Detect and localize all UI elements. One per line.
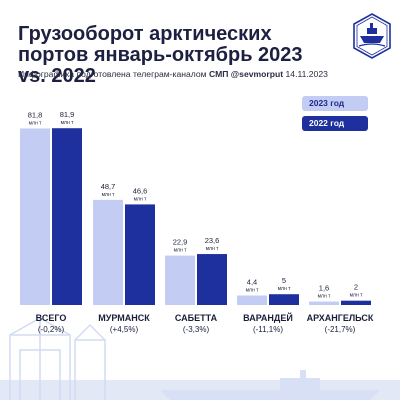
sevmorput-logo-icon <box>353 13 391 59</box>
page-title: Грузооборот арктических портов январь-ок… <box>18 23 303 87</box>
data-label-unit: млн т <box>61 120 75 126</box>
data-label: 48,7 <box>101 182 116 191</box>
category-label: АРХАНГЕЛЬСК <box>307 313 374 323</box>
change-label: (-3,3%) <box>183 325 210 334</box>
category-label: ВСЕГО <box>36 313 67 323</box>
bar-2023-2 <box>165 255 195 305</box>
data-label-unit: млн т <box>246 288 260 294</box>
data-label: 22,9 <box>173 238 188 247</box>
bar-2022-4 <box>341 300 371 305</box>
subtitle-channel: СМП @sevmorput <box>208 69 284 79</box>
data-label: 2 <box>354 283 358 292</box>
data-label: 46,6 <box>133 186 148 195</box>
data-label: 23,6 <box>205 236 220 245</box>
category-label: МУРМАНСК <box>98 313 150 323</box>
chart-legend: 2023 год 2022 год <box>302 96 368 136</box>
legend-item-2023: 2023 год <box>302 96 368 111</box>
data-label-unit: млн т <box>102 192 116 198</box>
data-label: 4,4 <box>247 278 257 287</box>
change-label: (+4,5%) <box>110 325 139 334</box>
subtitle: Инфографика подготовлена телеграм-канало… <box>18 69 328 79</box>
data-label: 5 <box>282 276 286 285</box>
data-label-unit: млн т <box>350 293 364 299</box>
bar-2022-2 <box>197 254 227 305</box>
subtitle-prefix: Инфографика подготовлена телеграм-канало… <box>18 69 209 79</box>
bar-2022-0 <box>52 128 82 305</box>
data-label-unit: млн т <box>206 246 220 252</box>
category-label: САБЕТТА <box>175 313 218 323</box>
data-label: 81,8 <box>28 110 43 119</box>
data-label: 1,6 <box>319 284 329 293</box>
category-label: ВАРАНДЕЙ <box>243 312 293 323</box>
subtitle-date: 14.11.2023 <box>283 69 328 79</box>
bar-2022-1 <box>125 204 155 305</box>
bar-2023-0 <box>20 128 50 305</box>
bar-2023-3 <box>237 295 267 305</box>
change-label: (-11,1%) <box>253 325 283 334</box>
data-label-unit: млн т <box>278 286 292 292</box>
port-scene-illustration <box>0 317 400 400</box>
data-label-unit: млн т <box>29 120 43 126</box>
data-label-unit: млн т <box>174 248 188 254</box>
bar-2023-4 <box>309 301 339 305</box>
change-label: (-0,2%) <box>38 325 65 334</box>
data-label-unit: млн т <box>134 196 148 202</box>
bar-2023-1 <box>93 199 123 305</box>
bar-2022-3 <box>269 294 299 305</box>
legend-item-2022: 2022 год <box>302 116 368 131</box>
data-label: 81,9 <box>60 110 75 119</box>
change-label: (-21,7%) <box>325 325 356 334</box>
data-label-unit: млн т <box>318 294 332 300</box>
